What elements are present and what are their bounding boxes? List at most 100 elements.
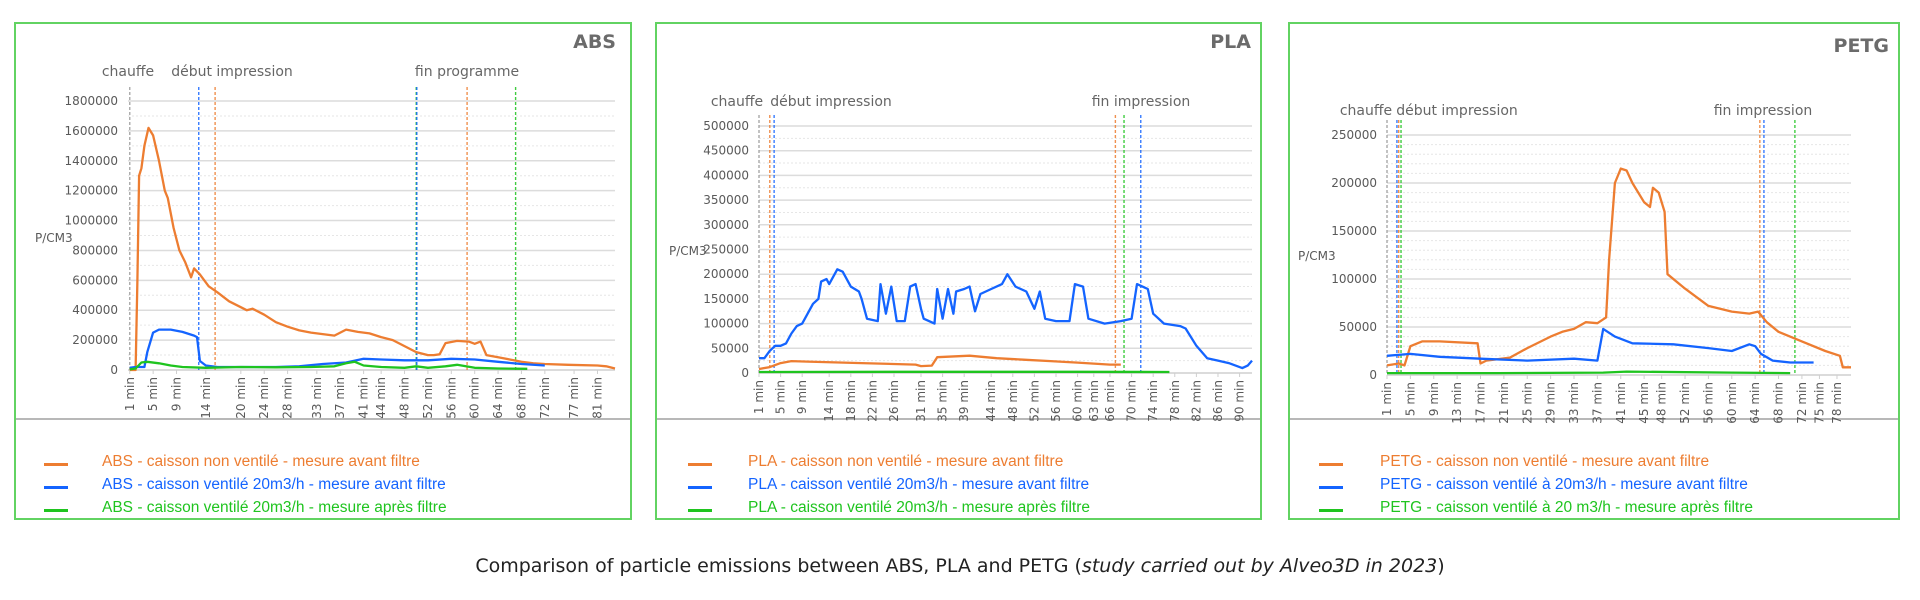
y-tick-label: 800000 [72, 243, 118, 257]
x-tick-label: 52 min [1678, 382, 1692, 424]
caption-text: Comparison of particle emissions between… [475, 555, 1082, 577]
x-tick-label: 33 min [310, 377, 324, 419]
y-tick-label: 100000 [703, 317, 749, 331]
x-tick-label: 1 min [123, 377, 137, 411]
x-tick-label: 1 min [1380, 382, 1394, 416]
x-tick-label: 68 min [1772, 382, 1786, 424]
legend-swatch-orange [688, 463, 712, 466]
petg-panel [1288, 22, 1900, 520]
y-tick-label: 0 [1369, 368, 1377, 382]
y-tick-label: 500000 [703, 119, 749, 133]
legend-divider [1290, 418, 1898, 420]
y-tick-label: 150000 [1331, 224, 1377, 238]
event-label: fin programme [415, 64, 519, 80]
legend-swatch-green [688, 509, 712, 512]
y-tick-label: 150000 [703, 292, 749, 306]
x-tick-label: 22 min [865, 380, 879, 422]
petg-chart: 0 50000 100000 150000 200000 250000 1 min 5 min… [1298, 35, 1889, 424]
figure-caption: Comparison of particle emissions between… [0, 555, 1920, 577]
y-tick-label: 450000 [703, 144, 749, 158]
x-tick-label: 26 min [887, 380, 901, 422]
y-tick-label: 0 [741, 366, 749, 380]
x-tick-label: 90 min [1233, 380, 1247, 422]
abs-chart: 0 200000 400000 600000 800000 1000000 1200000 1… [35, 31, 616, 419]
x-tick-label: 25 min [1520, 382, 1534, 424]
chart-title: PETG [1834, 35, 1889, 57]
legend-swatch-green [1319, 509, 1343, 512]
legend-item: PLA - caisson ventilé 20m3/h - mesure ap… [748, 499, 1091, 516]
x-tick-label: 56 min [444, 377, 458, 419]
x-tick-label: 24 min [257, 377, 271, 419]
y-axis-label: P/CM3 [669, 244, 707, 258]
x-tick-label: 37 min [1590, 382, 1604, 424]
series-line-green [1387, 370, 1791, 375]
x-tick-label: 81 min [590, 377, 604, 419]
legend-item: PETG - caisson non ventilé - mesure avan… [1380, 453, 1710, 470]
event-label: chauffe [711, 94, 763, 110]
series-line-orange [129, 126, 616, 372]
legend-item: PLA - caisson ventilé 20m3/h - mesure av… [748, 476, 1090, 493]
event-label: début impression [1396, 103, 1518, 119]
legend-swatch-green [44, 509, 68, 512]
x-tick-label: 41 min [1614, 382, 1628, 424]
x-tick-label: 28 min [281, 377, 295, 419]
y-tick-label: 1000000 [65, 214, 118, 228]
legend-item: ABS - caisson ventilé 20m3/h - mesure ap… [102, 499, 447, 516]
legend-swatch-orange [1319, 463, 1343, 466]
x-tick-label: 60 min [1725, 382, 1739, 424]
y-tick-label: 50000 [711, 341, 749, 355]
x-tick-label: 75 min [1812, 382, 1826, 424]
x-tick-label: 68 min [514, 377, 528, 419]
caption-suffix: ) [1437, 555, 1445, 577]
series-line-orange [758, 354, 1121, 371]
x-tick-label: 5 min [774, 380, 788, 414]
x-tick-label: 29 min [1544, 382, 1558, 424]
x-tick-label: 1 min [752, 380, 766, 414]
x-tick-label: 44 min [374, 377, 388, 419]
event-label: chauffe [102, 64, 154, 80]
y-tick-label: 400000 [72, 303, 118, 317]
y-tick-label: 400000 [703, 168, 749, 182]
legend-swatch-blue [44, 486, 68, 489]
event-label: début impression [171, 64, 293, 80]
x-tick-label: 60 min [1071, 380, 1085, 422]
series-line-blue [759, 268, 1253, 370]
x-tick-label: 41 min [357, 377, 371, 419]
x-tick-label: 9 min [1427, 382, 1441, 416]
y-tick-label: 1600000 [65, 124, 118, 138]
pla-chart: 0 50000 100000 150000 200000 250000 300000 3500… [669, 31, 1253, 422]
y-tick-label: 200000 [1331, 176, 1377, 190]
event-label: début impression [770, 94, 892, 110]
legend-item: PETG - caisson ventilé à 20 m3/h - mesur… [1380, 499, 1754, 516]
event-label: fin impression [1092, 94, 1191, 110]
chart-title: PLA [1210, 31, 1251, 53]
x-tick-label: 48 min [1006, 380, 1020, 422]
x-tick-label: 14 min [199, 377, 213, 419]
x-tick-label: 33 min [1567, 382, 1581, 424]
x-tick-label: 72 min [1795, 382, 1809, 424]
pla-panel [655, 22, 1262, 520]
x-tick-label: 78 min [1830, 382, 1844, 424]
y-tick-label: 1800000 [65, 94, 118, 108]
event-label: fin impression [1714, 103, 1813, 119]
legend-item: ABS - caisson ventilé 20m3/h - mesure av… [102, 476, 446, 493]
x-tick-label: 9 min [795, 380, 809, 414]
legend-item: ABS - caisson non ventilé - mesure avant… [102, 453, 420, 470]
x-tick-label: 72 min [538, 377, 552, 419]
abs-panel [14, 22, 632, 520]
x-tick-label: 14 min [822, 380, 836, 422]
legend-swatch-orange [44, 463, 68, 466]
series-line-green [129, 360, 528, 371]
x-tick-label: 64 min [1748, 382, 1762, 424]
series-line-orange [1386, 167, 1851, 369]
x-tick-label: 63 min [1087, 380, 1101, 422]
y-tick-label: 0 [110, 363, 118, 377]
x-tick-label: 17 min [1474, 382, 1488, 424]
x-tick-label: 74 min [1146, 380, 1160, 422]
y-tick-label: 200000 [72, 333, 118, 347]
legend-swatch-blue [1319, 486, 1343, 489]
x-tick-label: 35 min [936, 380, 950, 422]
x-tick-label: 66 min [1103, 380, 1117, 422]
legend-divider [657, 418, 1260, 420]
